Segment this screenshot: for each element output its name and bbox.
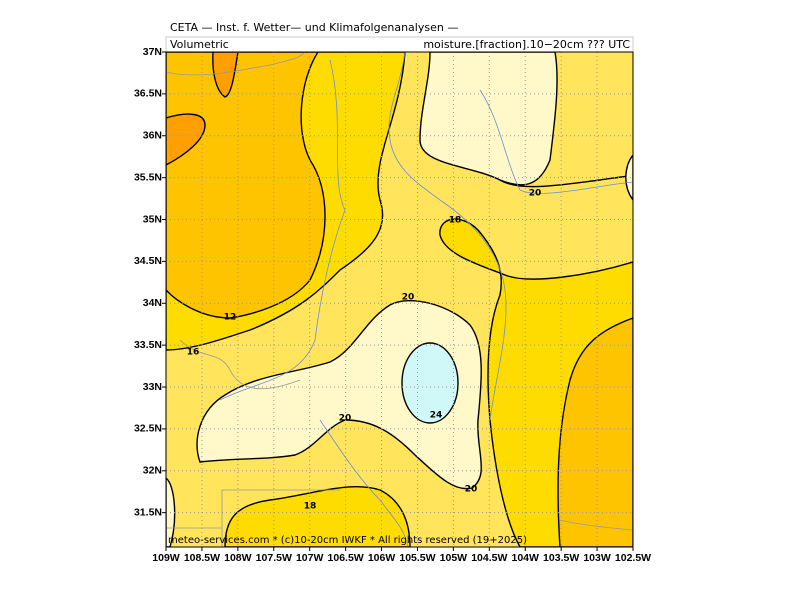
footer: meteo-services.com * (c)10-20cm IWKF * A… [168, 535, 527, 546]
x-tick-label: 108.5W [184, 552, 220, 564]
x-tick-label: 102.5W [615, 552, 651, 564]
map-frame [165, 51, 634, 548]
contour-label: 24 [430, 411, 443, 421]
right-label: moisture.[fraction].10−20cm ??? UTC [423, 38, 630, 51]
field-20-24 [196, 299, 482, 490]
river [479, 89, 633, 194]
river [219, 59, 346, 401]
contour-fields [166, 52, 633, 547]
field-below-12 [212, 52, 239, 98]
contour-label: 20 [402, 293, 415, 303]
x-tick-label: 105W [440, 552, 468, 564]
x-tick-label: 104.5W [471, 552, 507, 564]
y-tick-label: 31.5N [134, 506, 162, 518]
contour-label: 12 [224, 313, 237, 323]
border [166, 52, 306, 76]
x-tick-label: 106.5W [328, 552, 364, 564]
x-tick-label: 105.5W [399, 552, 435, 564]
contour-line [499, 175, 633, 188]
y-tick-label: 34.5N [134, 255, 162, 267]
border [559, 519, 633, 531]
x-tick-label: 103.5W [543, 552, 579, 564]
y-tick-label: 32.5N [134, 423, 162, 435]
left-label: Volumetric [170, 38, 229, 51]
field-below-12 [166, 113, 206, 166]
y-tick-label: 35N [143, 213, 162, 225]
y-tick-label: 36.5N [134, 88, 162, 100]
y-tick-label: 32N [143, 465, 162, 477]
contour-label: 20 [529, 189, 542, 199]
y-tick-label: 35.5N [134, 171, 162, 183]
x-tick-label: 107W [296, 552, 324, 564]
x-tick-label: 106W [368, 552, 396, 564]
x-tick-label: 107.5W [256, 552, 292, 564]
field-12-16 [557, 317, 633, 547]
title: CETA — Inst. f. Wetter— und Klimafolgena… [170, 21, 458, 34]
river [388, 52, 507, 421]
border [179, 339, 301, 390]
contour-label: 20 [465, 485, 478, 495]
x-tick-label: 104W [512, 552, 540, 564]
contour-label: 20 [339, 414, 352, 424]
river [319, 419, 409, 547]
y-tick-label: 36N [143, 130, 162, 142]
y-tick-label: 37N [143, 46, 162, 58]
x-tick-label: 109W [152, 552, 180, 564]
y-tick-label: 33.5N [134, 339, 162, 351]
x-tick-label: 103W [583, 552, 611, 564]
y-tick-label: 33N [143, 381, 162, 393]
field-16-18 [224, 485, 411, 547]
x-tick-label: 108W [224, 552, 252, 564]
contour-label: 18 [449, 216, 462, 226]
contour-label: 18 [304, 502, 317, 512]
field-12-16 [166, 52, 326, 319]
contour-label: 16 [187, 348, 200, 358]
y-tick-label: 34N [143, 297, 162, 309]
field-above-24 [401, 342, 459, 424]
